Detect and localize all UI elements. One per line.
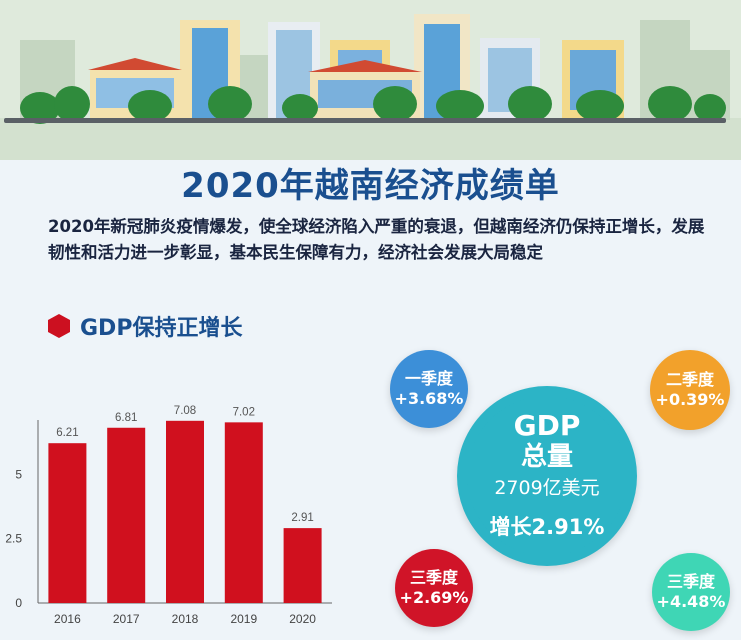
data-label: 7.08 [174, 405, 196, 417]
quarter-bubble-q3: 三季度 +2.69% [395, 549, 473, 627]
y-tick-label: 5 [15, 467, 22, 481]
bar [48, 443, 87, 603]
quarter-value: +3.68% [394, 389, 464, 408]
y-tick-label: 2.5 [5, 532, 22, 546]
bar [283, 528, 322, 603]
gdp-growth-value: 增长2.91% [489, 515, 605, 539]
bar [107, 427, 146, 603]
section-header: GDP保持正增长 [48, 310, 242, 342]
x-tick-label: 2020 [289, 612, 316, 626]
hexagon-icon [48, 314, 70, 338]
city-banner-illustration [0, 0, 741, 160]
page-title: 2020年越南经济成绩单 [181, 166, 560, 206]
quarter-label: 二季度 [665, 370, 714, 389]
gdp-total-label: 总量 [520, 442, 573, 472]
quarter-bubble-q2: 二季度 +0.39% [650, 350, 730, 430]
quarter-bubble-q4: 三季度 +4.48% [652, 553, 730, 631]
x-tick-label: 2016 [54, 612, 81, 626]
gdp-growth-bar-chart: 0 2.5 5 6.21 2016 6.81 2017 7.08 2018 7.02 2019 2.9… [5, 405, 332, 626]
gdp-label: GDP [513, 409, 581, 442]
gdp-total-bubble: GDP 总量 2709亿美元 增长2.91% [457, 386, 637, 566]
quarter-value: +0.39% [655, 390, 725, 409]
quarter-label: 一季度 [404, 369, 453, 388]
intro-text: 2020年新冠肺炎疫情爆发，使全球经济陷入严重的衰退，但越南经济仍保持正增长，发… [48, 217, 705, 262]
data-label: 7.02 [233, 406, 255, 418]
y-tick-label: 0 [15, 596, 22, 610]
quarter-value: +4.48% [656, 592, 726, 611]
data-label: 6.81 [115, 412, 137, 424]
section-title: GDP保持正增长 [80, 316, 243, 341]
x-tick-label: 2019 [230, 612, 257, 626]
x-tick-label: 2018 [172, 612, 199, 626]
bar [166, 420, 204, 603]
quarter-label: 三季度 [409, 568, 458, 587]
quarter-value: +2.69% [399, 588, 469, 607]
quarter-label: 三季度 [666, 572, 715, 591]
bar [224, 422, 263, 603]
x-tick-label: 2017 [113, 612, 140, 626]
data-label: 6.21 [56, 427, 78, 439]
data-label: 2.91 [291, 512, 313, 524]
quarter-bubble-q1: 一季度 +3.68% [390, 350, 468, 428]
gdp-total-value: 2709亿美元 [494, 477, 600, 499]
